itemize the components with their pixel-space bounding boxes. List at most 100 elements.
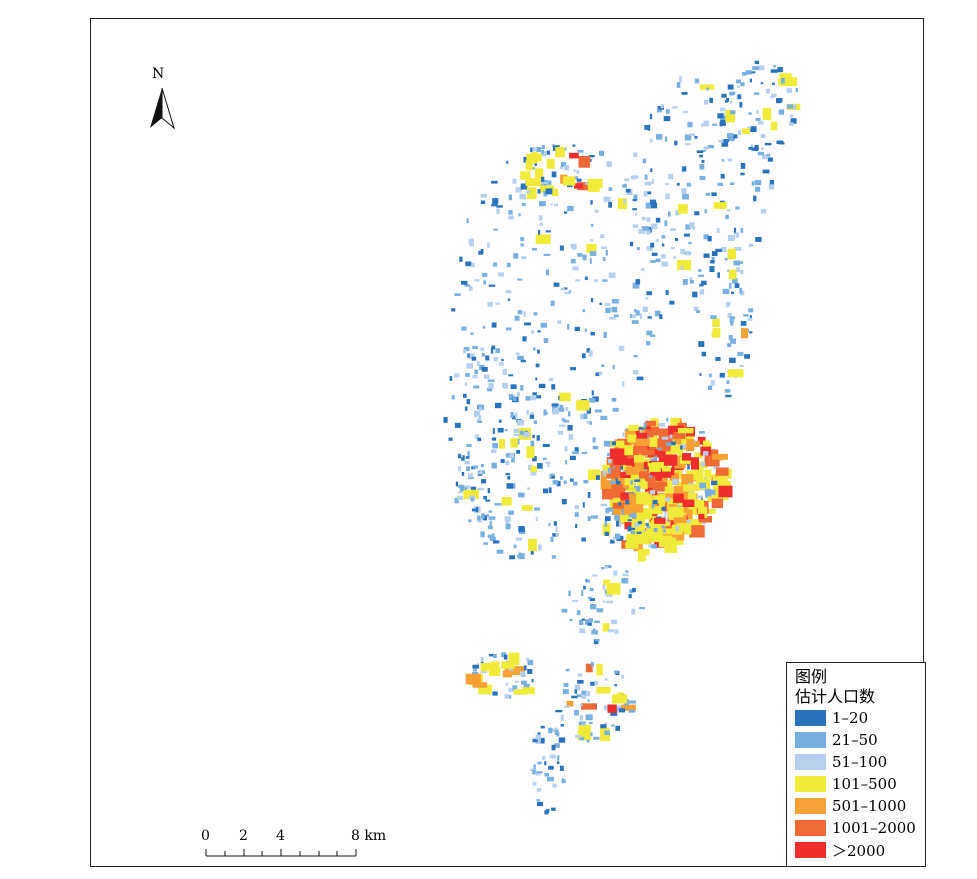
scale-tick-label: 2 <box>239 828 248 844</box>
building-block <box>585 663 593 673</box>
building-block <box>639 313 642 320</box>
building-block <box>699 431 705 434</box>
building-block <box>682 453 692 461</box>
building-block <box>563 420 569 423</box>
building-block <box>569 152 579 159</box>
building-block <box>740 269 744 275</box>
building-block <box>504 429 508 432</box>
building-block <box>565 460 568 465</box>
building-block <box>681 474 694 486</box>
building-block <box>699 289 705 295</box>
building-block <box>560 166 564 170</box>
building-block <box>573 169 576 172</box>
building-block <box>602 257 606 262</box>
building-block <box>498 272 504 277</box>
building-block <box>552 783 557 788</box>
building-block <box>581 618 586 621</box>
building-block <box>637 427 645 430</box>
building-block <box>739 102 743 108</box>
building-block <box>557 430 564 435</box>
building-block <box>647 316 652 319</box>
building-block <box>547 181 552 185</box>
building-block <box>708 489 716 495</box>
building-block <box>768 183 775 190</box>
building-block <box>659 422 666 427</box>
building-block <box>642 436 658 447</box>
building-block <box>552 533 556 537</box>
building-block <box>532 770 536 775</box>
building-block <box>632 370 639 375</box>
building-block <box>488 516 496 520</box>
north-label: N <box>152 66 165 82</box>
building-block <box>515 537 523 541</box>
building-block <box>534 161 537 166</box>
building-block <box>629 494 637 504</box>
building-block <box>737 351 744 357</box>
building-block <box>558 737 566 743</box>
scale-tick-label: 8 km <box>351 828 387 844</box>
building-block <box>583 585 586 590</box>
building-block <box>578 156 591 168</box>
building-block <box>732 278 738 284</box>
building-block <box>584 328 587 332</box>
building-block <box>595 475 600 480</box>
building-block <box>675 237 678 241</box>
building-block <box>661 235 666 239</box>
building-block <box>519 671 526 676</box>
building-block <box>553 282 560 287</box>
building-block <box>546 150 550 155</box>
building-block <box>512 415 516 420</box>
building-block <box>665 193 670 200</box>
building-block <box>754 92 760 95</box>
building-block <box>711 498 724 508</box>
building-block <box>473 465 478 469</box>
building-block <box>451 308 456 312</box>
building-block <box>730 338 736 344</box>
building-block <box>579 737 585 741</box>
north-arrow-icon <box>150 87 175 130</box>
building-block <box>473 410 481 417</box>
building-block <box>761 147 764 150</box>
building-block <box>630 314 632 318</box>
building-block <box>621 509 626 515</box>
building-block <box>473 385 480 389</box>
building-block <box>672 479 679 485</box>
building-block <box>477 515 481 521</box>
building-block <box>731 291 735 295</box>
building-block <box>614 515 620 521</box>
building-block <box>513 253 519 259</box>
building-block <box>705 192 711 196</box>
building-block <box>581 703 597 710</box>
building-block <box>513 428 520 433</box>
building-block <box>733 134 738 139</box>
building-block <box>584 619 589 625</box>
building-block <box>711 257 715 262</box>
building-block <box>668 425 684 435</box>
legend-subtitle: 估计人口数 <box>795 687 876 706</box>
building-block <box>614 314 619 318</box>
building-block <box>651 503 655 509</box>
building-block <box>474 369 479 374</box>
building-block <box>688 133 695 136</box>
building-block <box>464 382 468 386</box>
building-block <box>710 380 715 386</box>
building-block <box>606 600 613 604</box>
building-block <box>515 412 518 419</box>
building-block <box>554 729 559 735</box>
building-block <box>751 181 755 186</box>
building-block <box>665 109 670 114</box>
building-block <box>624 178 630 182</box>
building-block <box>628 594 632 599</box>
building-block <box>471 356 477 361</box>
building-block <box>480 531 485 538</box>
building-block <box>485 355 490 361</box>
building-block <box>717 272 720 278</box>
building-block <box>665 290 669 295</box>
building-block <box>548 487 552 493</box>
legend-label: 51–100 <box>832 753 888 771</box>
legend-swatch <box>795 754 826 770</box>
building-block <box>499 362 504 366</box>
building-block <box>466 466 470 472</box>
building-block <box>638 549 646 562</box>
building-block <box>641 268 645 271</box>
